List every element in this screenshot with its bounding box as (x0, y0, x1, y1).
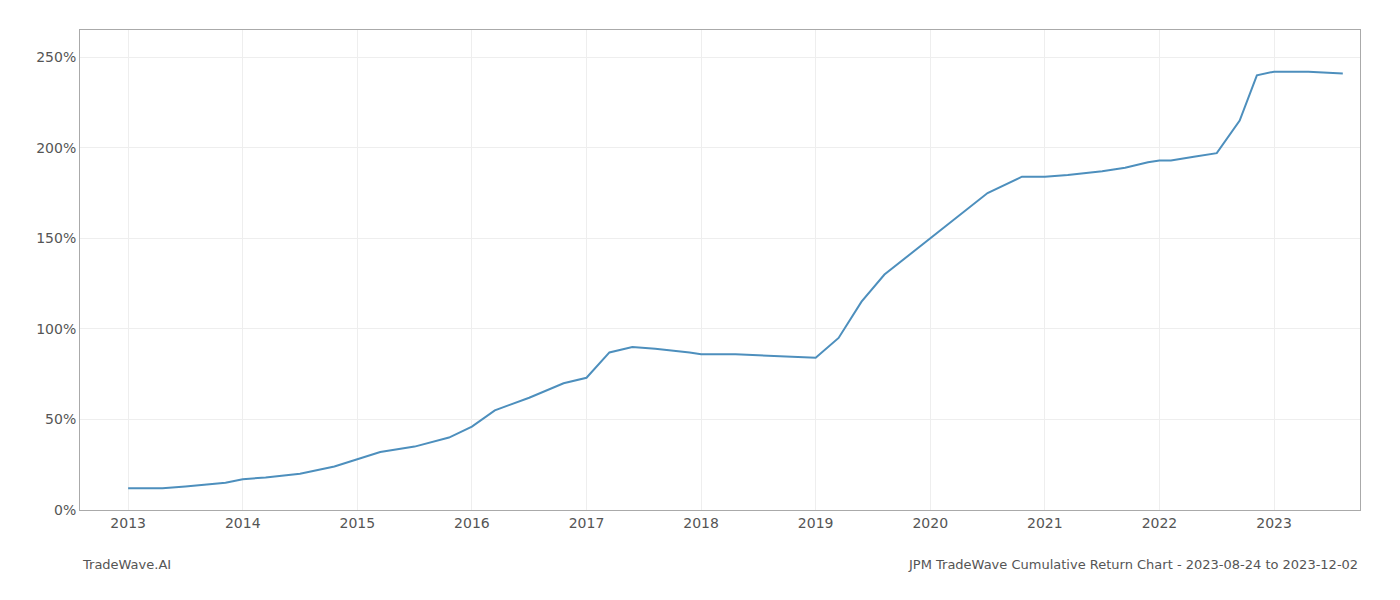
svg-text:150%: 150% (36, 230, 76, 246)
svg-text:JPM TradeWave Cumulative Retur: JPM TradeWave Cumulative Return Chart - … (908, 557, 1358, 572)
svg-text:TradeWave.AI: TradeWave.AI (82, 557, 171, 572)
svg-text:2020: 2020 (912, 515, 948, 531)
svg-text:200%: 200% (36, 140, 76, 156)
svg-text:50%: 50% (45, 411, 76, 427)
svg-text:250%: 250% (36, 49, 76, 65)
svg-text:2023: 2023 (1256, 515, 1292, 531)
svg-text:100%: 100% (36, 321, 76, 337)
svg-text:2018: 2018 (683, 515, 719, 531)
svg-text:2016: 2016 (454, 515, 490, 531)
svg-text:2014: 2014 (225, 515, 261, 531)
svg-text:2021: 2021 (1027, 515, 1063, 531)
svg-text:2019: 2019 (798, 515, 834, 531)
svg-text:2022: 2022 (1142, 515, 1178, 531)
svg-text:2015: 2015 (339, 515, 375, 531)
svg-text:2017: 2017 (569, 515, 605, 531)
svg-text:0%: 0% (54, 502, 76, 518)
svg-text:2013: 2013 (110, 515, 146, 531)
